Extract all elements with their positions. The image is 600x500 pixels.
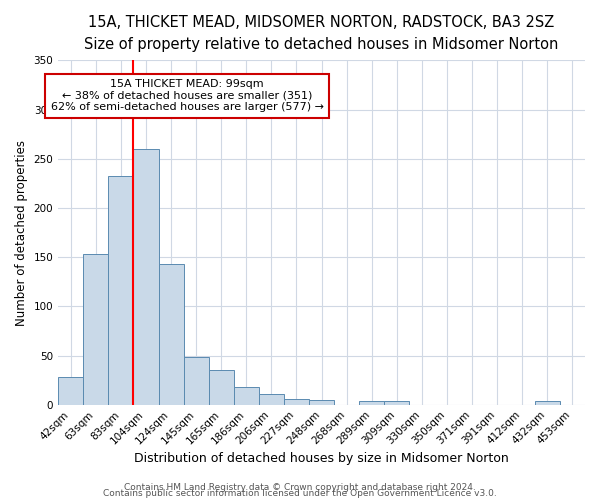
Bar [385,401,409,404]
Bar [309,400,334,404]
Bar [133,149,158,405]
Text: Contains HM Land Registry data © Crown copyright and database right 2024.: Contains HM Land Registry data © Crown c… [124,484,476,492]
Bar [259,394,284,404]
Bar [284,399,309,404]
Bar [234,387,259,404]
Bar [359,401,385,404]
Bar [535,401,560,404]
Bar [209,370,234,404]
Bar [83,254,109,404]
Bar [109,176,133,404]
Bar [184,356,209,405]
Text: 15A THICKET MEAD: 99sqm
← 38% of detached houses are smaller (351)
62% of semi-d: 15A THICKET MEAD: 99sqm ← 38% of detache… [51,80,324,112]
X-axis label: Distribution of detached houses by size in Midsomer Norton: Distribution of detached houses by size … [134,452,509,465]
Bar [58,377,83,404]
Title: 15A, THICKET MEAD, MIDSOMER NORTON, RADSTOCK, BA3 2SZ
Size of property relative : 15A, THICKET MEAD, MIDSOMER NORTON, RADS… [85,15,559,52]
Y-axis label: Number of detached properties: Number of detached properties [15,140,28,326]
Text: Contains public sector information licensed under the Open Government Licence v3: Contains public sector information licen… [103,490,497,498]
Bar [158,264,184,404]
